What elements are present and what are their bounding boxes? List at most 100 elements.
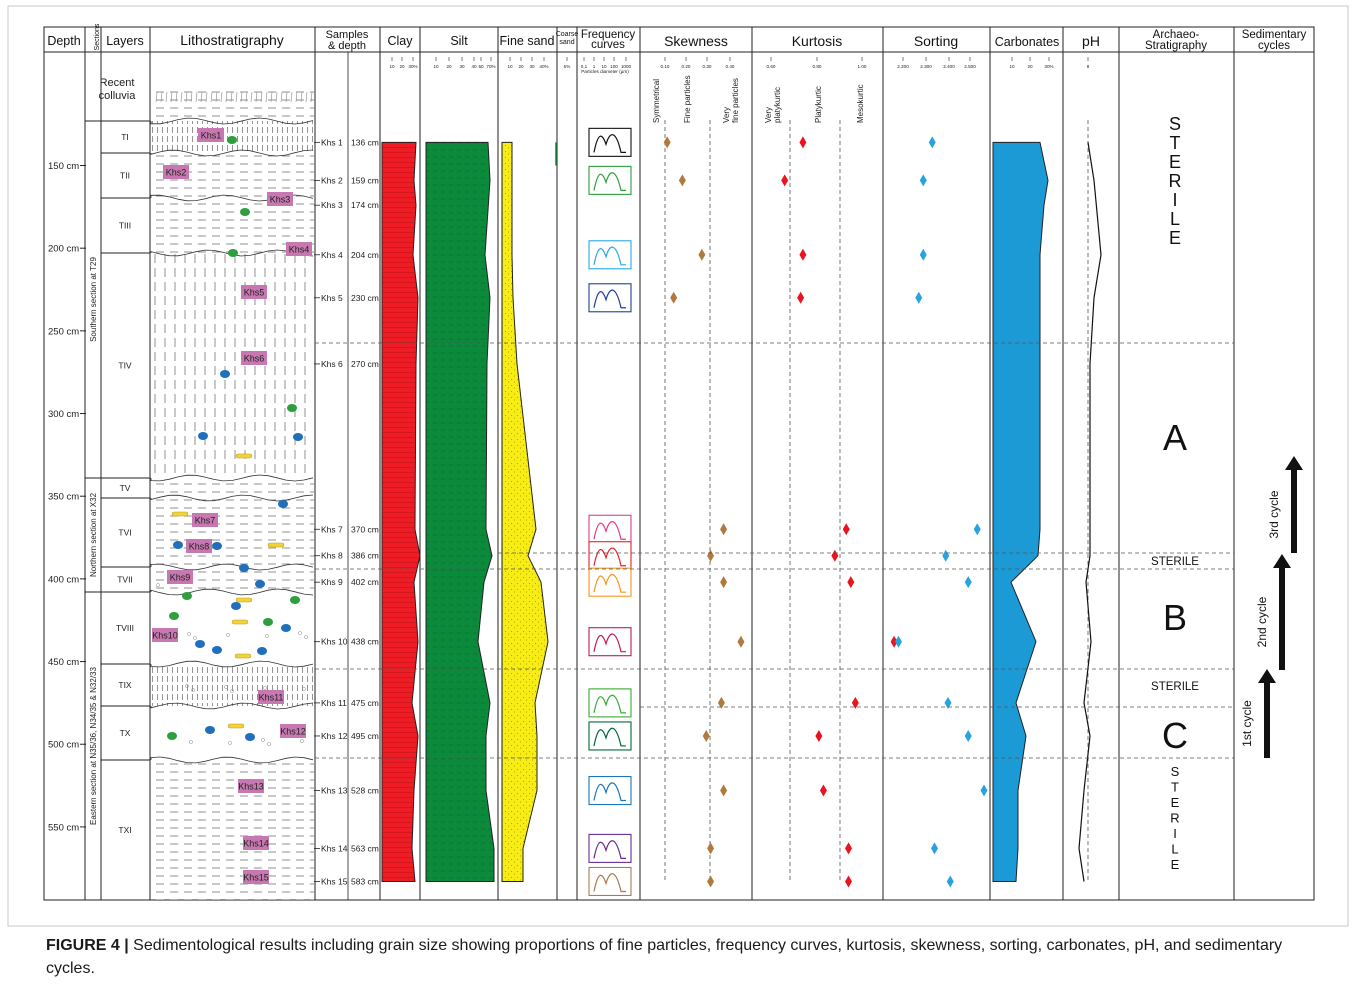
header-fine-sand: Fine sand xyxy=(500,34,555,48)
cycle-arrow-shaft xyxy=(1264,679,1270,758)
artefact-fragment xyxy=(195,640,205,648)
artefact-fragment xyxy=(255,580,265,588)
column-dividers xyxy=(84,27,1235,900)
pebble xyxy=(263,686,267,690)
skewness-marker xyxy=(702,729,710,742)
header-frequency: Frequency xyxy=(581,29,636,41)
scale-tick-label-silt: 20 xyxy=(446,64,452,69)
layer-boundary xyxy=(150,474,314,482)
sample-depth-label: 370 cm xyxy=(351,524,379,534)
clay-profile xyxy=(381,141,421,883)
sedimentology-log-diagram: Depth Sections Layers Lithostratigraphy … xyxy=(7,5,1349,927)
sample-depth-label: 386 cm xyxy=(351,551,379,561)
skewness-marker xyxy=(717,696,725,709)
scale-tick-label-silt: 30 xyxy=(459,64,465,69)
scale-tick-label-fine_sand: 10 xyxy=(507,64,513,69)
kurtosis-marker xyxy=(842,523,850,536)
scale-tick-label-skewness: 0.20 xyxy=(682,64,691,69)
frequency-curve xyxy=(593,134,626,153)
skewness-marker xyxy=(707,549,715,562)
scale-tick-label-fine_sand: 20 xyxy=(518,64,524,69)
bone-fragment xyxy=(227,723,245,729)
layer-boundary xyxy=(150,588,314,596)
caption-label: FIGURE 4 | xyxy=(46,937,129,954)
bone-fragment xyxy=(267,542,285,548)
sample-tag-label: Khs1 xyxy=(201,131,222,141)
header-coarse-sand-2: sand xyxy=(559,39,574,46)
scale-tick-label-freq_axis: 0,1 xyxy=(581,64,588,69)
grass-mark xyxy=(200,91,203,103)
bone-fragment xyxy=(231,619,249,625)
archaeo-sterile-letter: I xyxy=(1172,190,1177,210)
header-lithostratigraphy: Lithostratigraphy xyxy=(180,32,284,48)
sample-label: Khs 14 xyxy=(321,843,348,853)
sample-depth-label: 402 cm xyxy=(351,577,379,587)
grass-mark xyxy=(305,91,308,103)
class-label-mesokurtic: Mesokurtic xyxy=(856,84,865,123)
depth-tick-label: 200 cm xyxy=(48,244,79,255)
archaeo-sterile-letter: E xyxy=(1171,795,1180,810)
sample-tag-box xyxy=(152,628,178,642)
sample-tag-label: Khs12 xyxy=(280,727,306,737)
sample-tag-box xyxy=(163,165,189,179)
archaeo-unit-label: A xyxy=(1163,417,1187,458)
sample-tag-box xyxy=(238,779,264,793)
layer-boundary xyxy=(150,117,314,125)
scale-tick-label-freq_axis: 100 xyxy=(610,64,618,69)
artefact-fragment xyxy=(263,618,273,626)
kurtosis-marker xyxy=(890,635,898,648)
sample-label: Khs 12 xyxy=(321,731,348,741)
bone-fragment xyxy=(171,511,189,517)
header-sedimentary: Sedimentary xyxy=(1242,29,1307,41)
sorting-marker xyxy=(931,842,938,855)
sorting-marker xyxy=(946,875,954,888)
depth-axis: 150 cm 200 cm 250 cm 300 cm 350 cm 400 cm 450 … xyxy=(48,161,86,833)
grass-mark xyxy=(230,91,233,103)
sample-tag-label: Khs13 xyxy=(238,782,264,792)
frequency-curve xyxy=(593,873,626,893)
caption-text: Sedimentological results including grain… xyxy=(46,937,1283,977)
kurtosis-marker xyxy=(847,576,855,589)
scale-tick-label-sorting: 2.400 xyxy=(943,64,955,69)
layer-boundary xyxy=(150,249,314,257)
depth-tick-label: 350 cm xyxy=(48,492,79,503)
scale-tick-labels: 10 20 30% 10 20 30 40 50 70% 10 20 30 40% 5% 0,1 1 10 100… xyxy=(389,57,1090,74)
layer-label: colluvia xyxy=(99,90,137,102)
skewness-marker xyxy=(720,576,728,589)
pebble xyxy=(224,685,228,689)
scale-tick-label-skewness: 0.30 xyxy=(703,64,712,69)
archaeo-sterile-letter: T xyxy=(1171,780,1179,795)
scale-tick-label-fine_sand: 30 xyxy=(529,64,535,69)
sample-tag-box xyxy=(243,836,269,850)
layer-label: Recent xyxy=(100,77,135,89)
sample-depth-label: 174 cm xyxy=(351,200,379,210)
skewness-marker xyxy=(707,875,715,888)
layer-label: TV xyxy=(120,483,131,493)
scale-tick-label-carbonates: 20 xyxy=(1027,64,1033,69)
grass-mark xyxy=(310,91,313,103)
sample-label: Khs 9 xyxy=(321,577,343,587)
grass-mark xyxy=(195,91,198,103)
header-samples-depth: & depth xyxy=(328,40,366,52)
scale-tick-label-freq_axis: 1000 xyxy=(621,64,632,69)
layer-label: TIV xyxy=(118,361,132,371)
artefact-fragment xyxy=(182,592,192,600)
skewness-marker xyxy=(720,523,728,536)
kurtosis-marker xyxy=(799,136,807,149)
depth-tick-label: 150 cm xyxy=(48,161,79,172)
grass-mark xyxy=(185,91,188,103)
header-silt: Silt xyxy=(450,34,468,48)
header-depth: Depth xyxy=(47,34,80,48)
bone-fragment xyxy=(234,653,252,659)
figure-caption: FIGURE 4 | Sedimentological results incl… xyxy=(46,934,1316,980)
cycle-label: 3rd cycle xyxy=(1267,490,1281,538)
archaeo-sterile-letter: R xyxy=(1169,171,1182,191)
archaeo-sterile-letter: L xyxy=(1171,842,1178,857)
artefact-fragment xyxy=(290,596,300,604)
skewness-marker xyxy=(670,291,678,304)
pebble xyxy=(298,631,302,635)
frequency-curve xyxy=(593,840,626,859)
class-label-platykurtic: Platykurtic xyxy=(814,86,823,123)
skewness-marker xyxy=(678,174,686,187)
